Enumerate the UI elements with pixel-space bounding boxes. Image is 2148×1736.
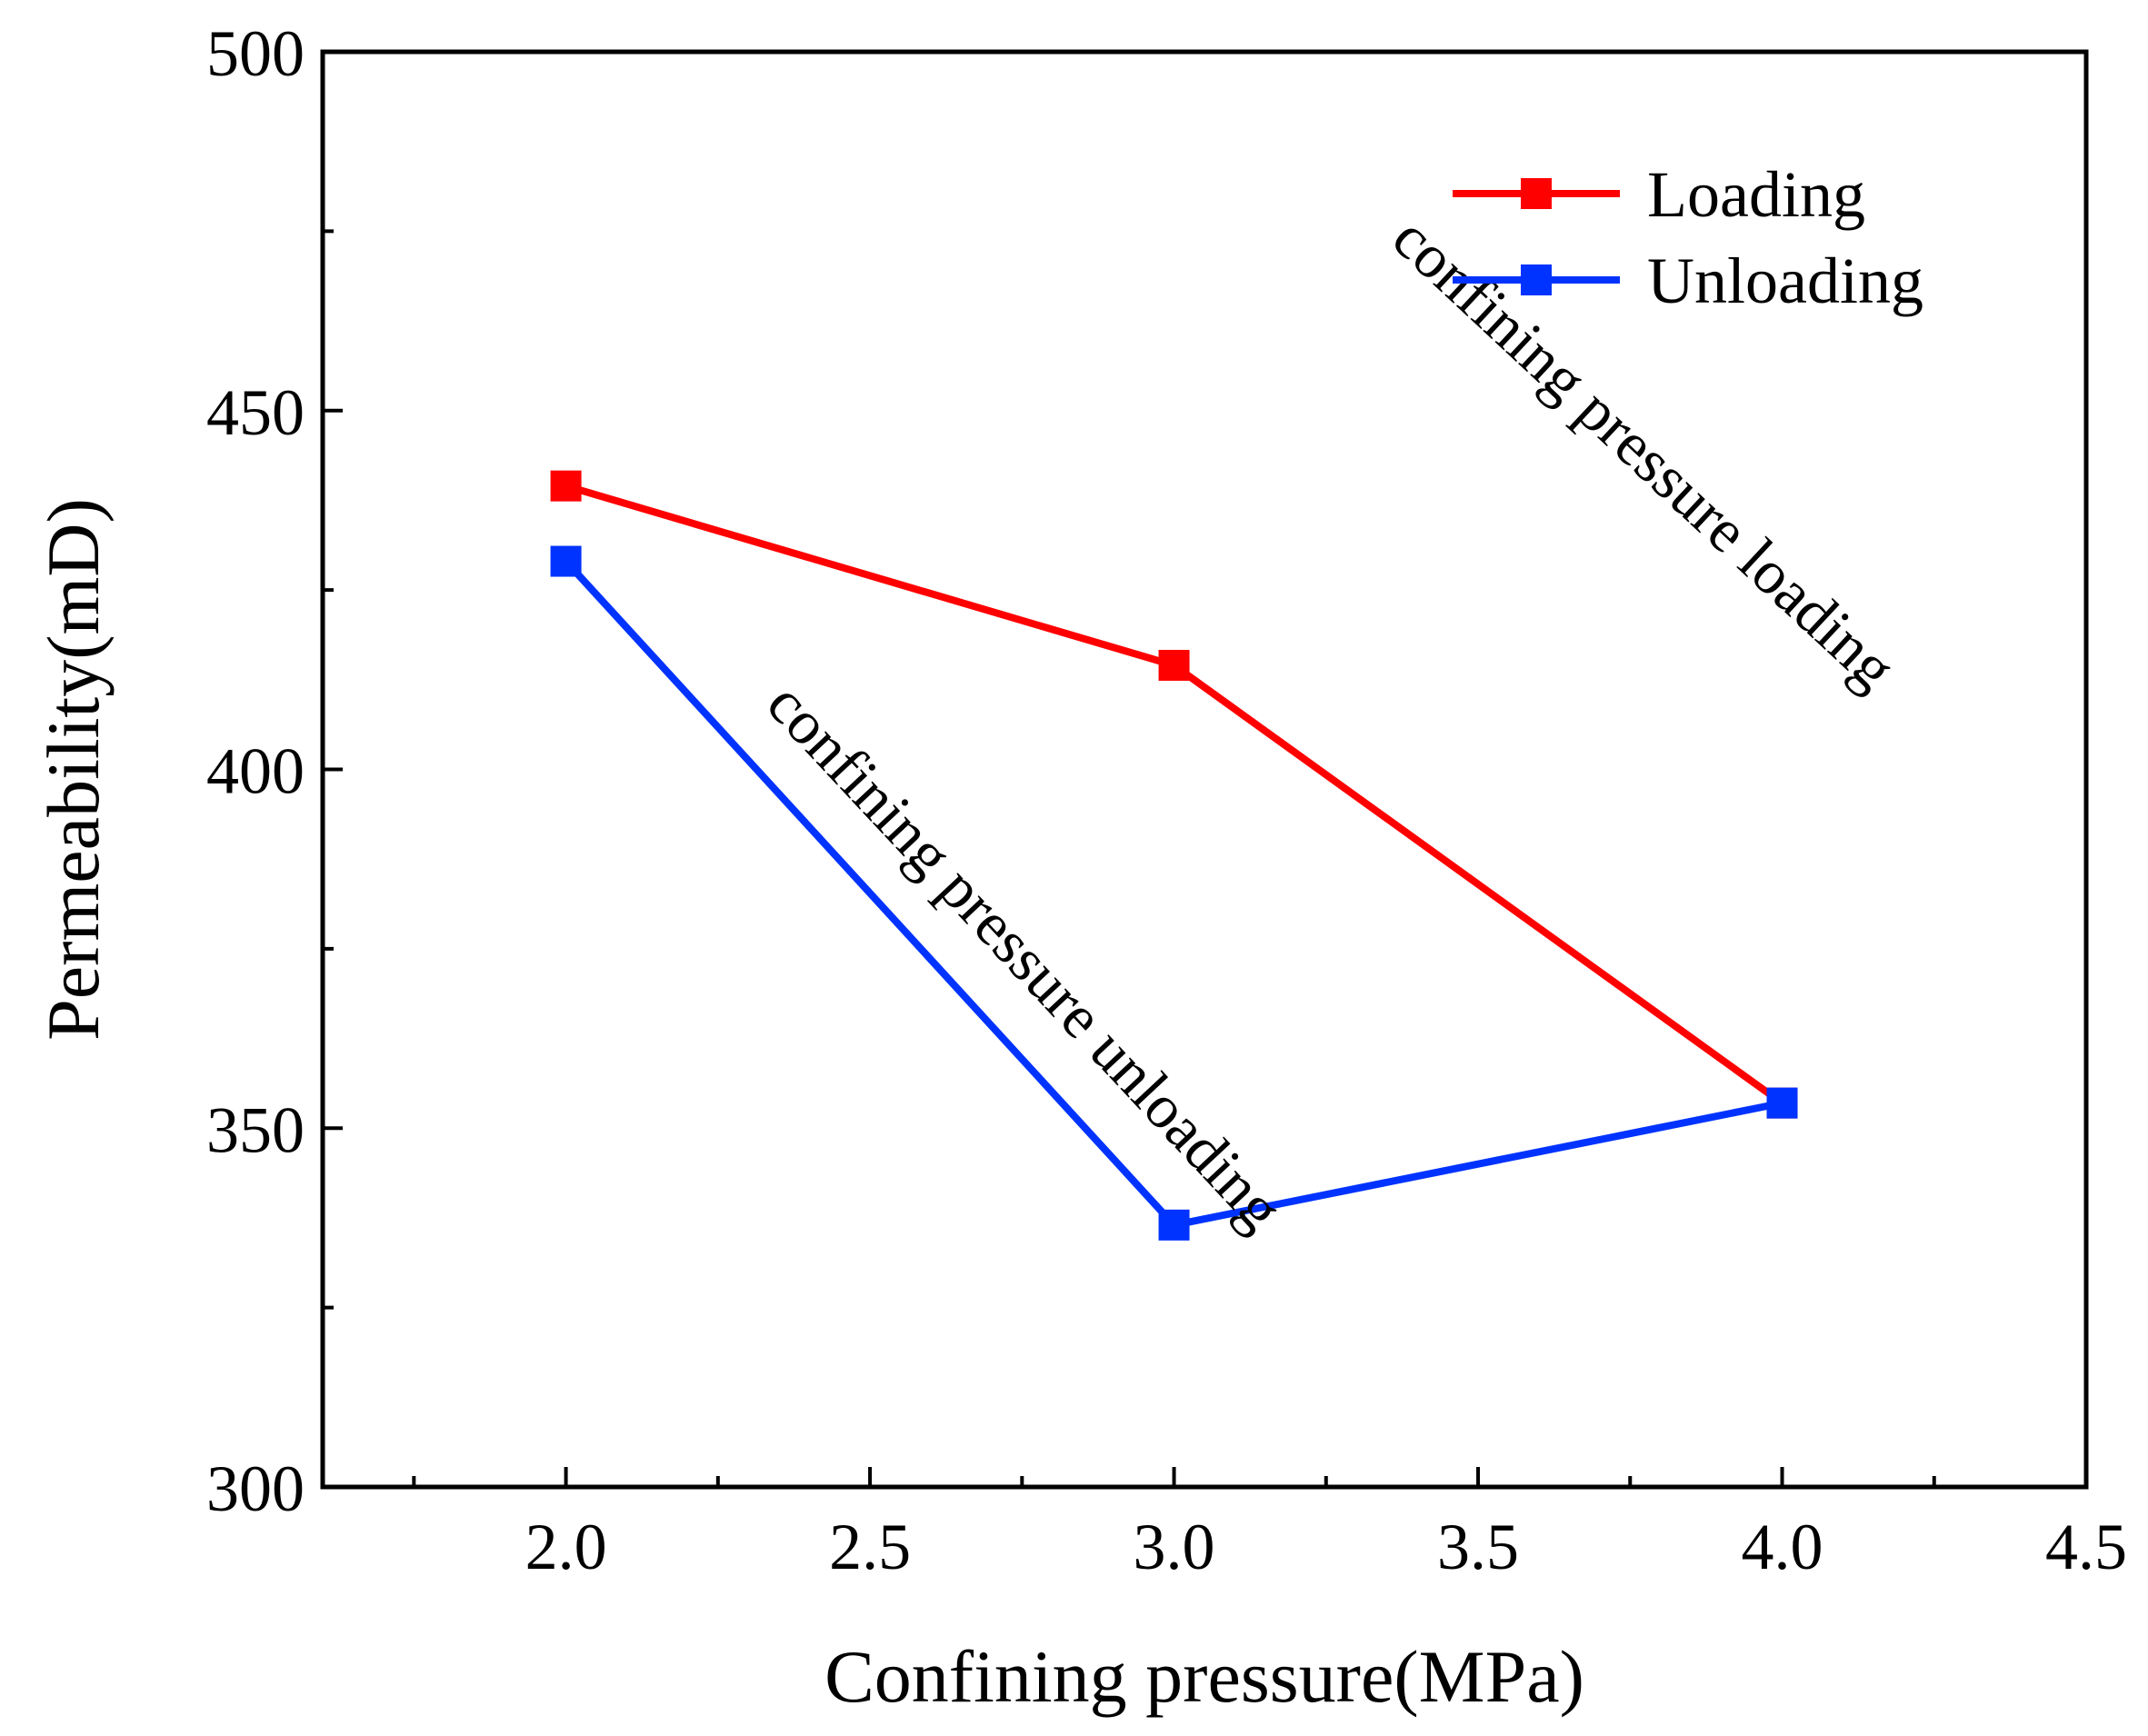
x-tick-label: 3.5: [1437, 1511, 1519, 1583]
annotation-label: confining pressure unloading: [754, 669, 1296, 1243]
legend: Loading Unloading: [1453, 158, 1923, 317]
data-point-loading: [1159, 650, 1190, 681]
y-tick-label: 300: [206, 1452, 305, 1525]
y-axis-title: Permeability(mD): [32, 498, 115, 1041]
x-tick-label: 2.5: [829, 1511, 911, 1583]
data-point-unloading: [1159, 1210, 1190, 1241]
legend-marker-unloading: [1521, 264, 1552, 295]
legend-marker-loading: [1521, 178, 1552, 209]
data-point-unloading: [1767, 1088, 1798, 1119]
series-line-loading: [566, 486, 1783, 1103]
y-tick-label: 450: [206, 376, 305, 449]
y-tick-label: 350: [206, 1093, 305, 1166]
legend-label-loading: Loading: [1647, 158, 1865, 231]
x-tick-label: 4.0: [1742, 1511, 1823, 1583]
permeability-chart: 2.0 2.5 3.0 3.5 4.0 4.5 300 350 400 450 500 confin…: [0, 0, 2148, 1736]
y-tick-label: 400: [206, 735, 305, 808]
x-tick-label: 2.0: [525, 1511, 607, 1583]
legend-label-unloading: Unloading: [1647, 244, 1923, 317]
y-tick-label: 500: [206, 17, 305, 90]
x-axis-title: Confining pressure(MPa): [824, 1635, 1584, 1718]
x-tick-label: 4.5: [2045, 1511, 2127, 1583]
x-tick-label: 3.0: [1134, 1511, 1215, 1583]
data-point-unloading: [551, 546, 582, 577]
data-point-loading: [551, 471, 582, 502]
